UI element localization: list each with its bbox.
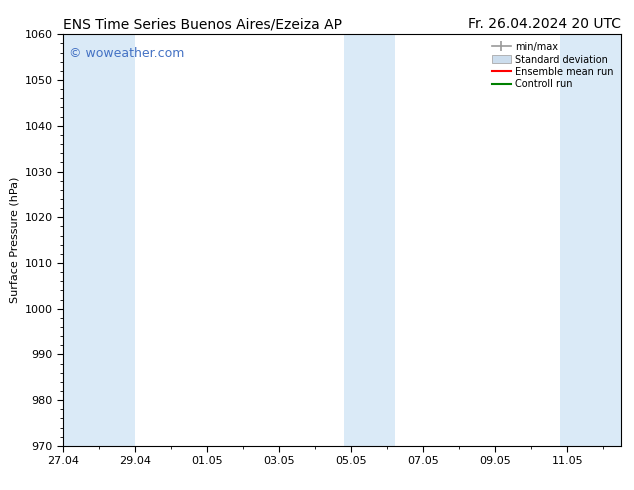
Text: ENS Time Series Buenos Aires/Ezeiza AP: ENS Time Series Buenos Aires/Ezeiza AP	[63, 17, 342, 31]
Title: ENS Time Series Buenos Aires/Ezeiza AP    Fr. 26.04.2024 20 UTC: ENS Time Series Buenos Aires/Ezeiza AP F…	[0, 489, 1, 490]
Bar	[63, 34, 136, 446]
Text: Fr. 26.04.2024 20 UTC: Fr. 26.04.2024 20 UTC	[469, 17, 621, 31]
Bar	[344, 34, 394, 446]
Y-axis label: Surface Pressure (hPa): Surface Pressure (hPa)	[10, 177, 19, 303]
Text: © woweather.com: © woweather.com	[69, 47, 184, 60]
Bar	[560, 34, 621, 446]
Legend: min/max, Standard deviation, Ensemble mean run, Controll run: min/max, Standard deviation, Ensemble me…	[489, 39, 616, 92]
